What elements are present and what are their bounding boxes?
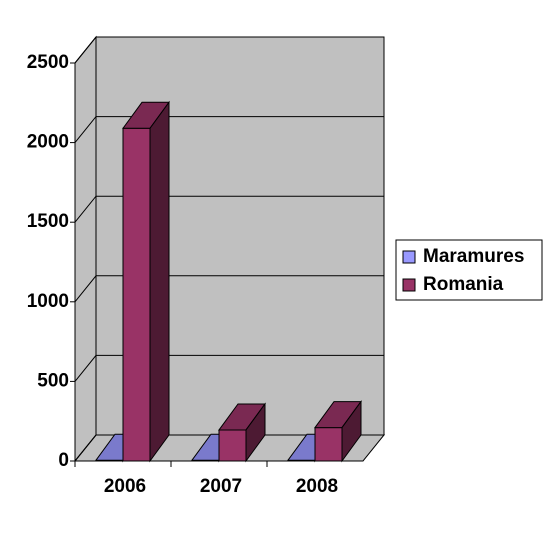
y-tick-label: 1500 (27, 211, 69, 232)
grid-line (74, 116, 384, 143)
y-tick-label: 2000 (27, 132, 69, 153)
x-tick-label: 2008 (296, 476, 338, 497)
y-tick-label: 1000 (27, 291, 69, 312)
legend-label: Maramures (423, 246, 524, 267)
grid-line (74, 36, 384, 64)
y-tick-label: 500 (37, 370, 69, 391)
grid-line (74, 275, 384, 303)
x-tick-label: 2006 (104, 476, 146, 497)
bar-side (149, 100, 170, 463)
bar-front (218, 429, 247, 462)
y-tick-label: 0 (58, 450, 69, 471)
bar-front (122, 127, 151, 462)
bar-front (314, 427, 343, 462)
bar (218, 402, 266, 463)
legend-label: Romania (423, 274, 504, 295)
grid-line (74, 434, 384, 462)
bar-side (245, 402, 266, 463)
bar (122, 100, 170, 463)
legend-swatch (402, 278, 416, 292)
bar (314, 400, 362, 463)
grid-line (74, 354, 384, 382)
y-tick-label: 2500 (27, 52, 69, 73)
legend-swatch (402, 250, 416, 264)
x-tick-label: 2007 (200, 476, 242, 497)
side-wall (74, 35, 97, 463)
bar-side (341, 400, 362, 463)
legend-box (395, 239, 543, 301)
grid-line (74, 195, 384, 223)
